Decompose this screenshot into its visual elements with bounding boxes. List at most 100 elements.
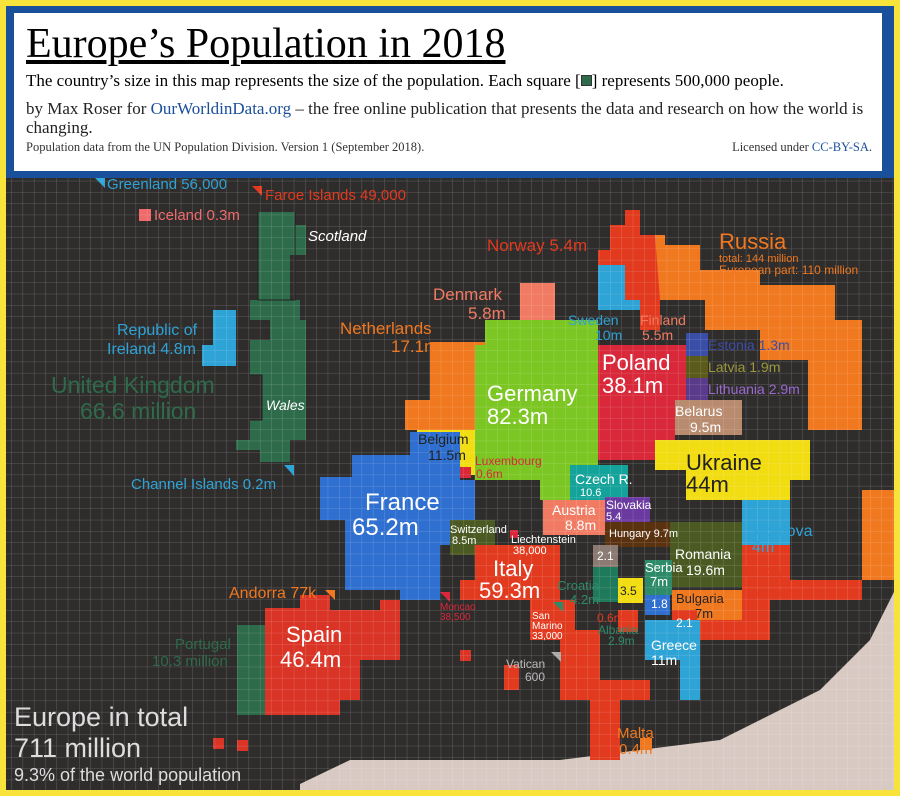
license-link[interactable]: CC-BY-SA xyxy=(811,140,869,154)
label-turkey-3: European part: 11 million xyxy=(742,588,841,598)
byline-text-1: by Max Roser for xyxy=(26,99,151,118)
subtitle-text-2: ] represents 500,000 people. xyxy=(591,71,784,90)
label-sweden-2: 10m xyxy=(595,327,622,343)
label-netherlands-1: Netherlands xyxy=(340,319,432,338)
label-belarus-1: Belarus xyxy=(675,403,722,419)
license-text: Licensed under xyxy=(732,140,812,154)
label-montenegro: 0.6m xyxy=(597,611,624,625)
label-lithuania: Lithuania 2.9m xyxy=(708,381,800,397)
subtitle-text-1: The country’s size in this map represent… xyxy=(26,71,581,90)
label-total-1: Europe in total xyxy=(14,702,188,732)
label-russia-total: total: 144 million xyxy=(719,253,799,265)
label-greece-2: 11m xyxy=(651,652,677,668)
license-dot: . xyxy=(868,140,872,154)
label-ireland-1: Republic of xyxy=(117,322,198,339)
label-germany-2: 82.3m xyxy=(487,404,548,429)
label-sweden-1: Sweden xyxy=(568,312,619,328)
label-albania-1: Albania xyxy=(598,623,638,637)
label-macedonia: 2.1 xyxy=(676,616,693,630)
label-monaco-2: 38,500 xyxy=(440,612,471,623)
label-sanmarino-1: San xyxy=(532,611,550,622)
label-italy-2: 59.3m xyxy=(479,578,540,603)
label-france-2: 65.2m xyxy=(352,514,419,541)
source-note: Population data from the UN Population D… xyxy=(26,140,425,154)
label-hungary: Hungary 9.7m xyxy=(609,528,678,540)
label-kosovo: 1.8 xyxy=(651,597,668,611)
label-faroe: Faroe Islands 49,000 xyxy=(265,187,406,204)
label-monaco-1: Moncao xyxy=(440,602,476,613)
label-total-3: 9.3% of the world population xyxy=(14,765,241,785)
label-turkey-1: Turkey xyxy=(742,563,784,579)
header-band: Europe’s Population in 2018 The country’… xyxy=(6,6,894,178)
label-greenland: Greenland 56,000 xyxy=(107,176,227,193)
label-bosnia: 3.5 xyxy=(620,584,637,598)
label-luxembourg-1: Luxembourg xyxy=(475,454,542,468)
label-poland-1: Poland xyxy=(602,350,671,375)
label-finland-1: Finland xyxy=(640,312,686,328)
label-uk-2: 66.6 million xyxy=(80,398,196,424)
label-finland-2: 5.5m xyxy=(642,327,673,343)
label-bulgaria-2: 7m xyxy=(695,606,713,621)
label-romania-1: Romania xyxy=(675,546,731,562)
subtitle: The country’s size in this map represent… xyxy=(26,71,784,91)
label-belarus-2: 9.5m xyxy=(690,419,721,435)
label-total-2: 711 million xyxy=(14,733,141,763)
label-luxembourg-2: 0.6m xyxy=(476,467,503,481)
label-germany-1: Germany xyxy=(487,381,577,406)
label-sanmarino-3: 33,000 xyxy=(532,631,563,642)
label-belgium-1: Belgium xyxy=(418,431,469,447)
label-croatia-1: Croatia xyxy=(557,578,600,593)
label-austria-1: Austria xyxy=(552,502,596,518)
label-slovenia: 2.1 xyxy=(597,549,614,563)
byline-text-2: – the free online publication that prese… xyxy=(26,99,864,137)
label-vatican-1: Vatican xyxy=(506,657,545,671)
label-andorra: Andorra 77k xyxy=(229,585,317,602)
label-poland-2: 38.1m xyxy=(602,373,663,398)
label-wales: Wales xyxy=(266,397,305,413)
label-russia-eu: European part: 110 million xyxy=(719,263,858,277)
label-sanmarino-2: Marino xyxy=(532,621,563,632)
header-panel: Europe’s Population in 2018 The country’… xyxy=(14,13,882,171)
map-frame: Europe’s Population in 2018 The country’… xyxy=(6,6,894,790)
label-bulgaria-1: Bulgaria xyxy=(676,591,724,606)
label-portugal-2: 10.3 million xyxy=(152,653,228,670)
owid-link[interactable]: OurWorldinData.org xyxy=(150,99,292,118)
label-serbia-2: 7m xyxy=(650,574,668,589)
label-liechtenstein-1: Liechtenstein xyxy=(511,534,576,546)
label-moldova-2: 4m xyxy=(752,539,774,556)
label-turkey-2: total: 81.9million xyxy=(742,578,807,588)
label-greece-1: Greece xyxy=(651,637,697,653)
label-croatia-2: 4.2m xyxy=(570,592,599,607)
label-denmark-1: Denmark xyxy=(433,285,502,304)
label-malta-2: 0.4m xyxy=(619,741,652,758)
label-switzerland-1: Switzerland xyxy=(450,524,507,536)
label-vatican-2: 600 xyxy=(525,670,545,684)
label-netherlands-2: 17.1m xyxy=(391,337,438,356)
label-czech-2: 10.6 xyxy=(580,487,601,499)
license-note: Licensed under CC-BY-SA. xyxy=(732,140,872,155)
label-spain-2: 46.4m xyxy=(280,647,341,672)
label-romania-2: 19.6m xyxy=(686,562,725,578)
label-austria-2: 8.8m xyxy=(565,517,596,533)
page-title: Europe’s Population in 2018 xyxy=(26,21,506,67)
label-france-1: France xyxy=(365,489,440,516)
label-slovakia-1: Slovakia xyxy=(606,498,652,512)
label-uk-1: United Kingdom xyxy=(51,372,215,398)
label-russia: Russia xyxy=(719,229,787,254)
label-estonia: Estonia 1.3m xyxy=(708,337,790,353)
label-slovakia-2: 5.4 xyxy=(606,511,621,523)
label-channel: Channel Islands 0.2m xyxy=(131,476,276,493)
label-portugal-1: Portugal xyxy=(175,636,231,653)
label-czech-1: Czech R. xyxy=(575,471,633,487)
label-moldova-1: Moldova xyxy=(752,523,813,540)
map-labels: Greenland 56,000 Faroe Islands 49,000 Ic… xyxy=(14,176,858,785)
label-liechtenstein-2: 38,000 xyxy=(513,545,547,557)
label-ukraine-1: Ukraine xyxy=(686,450,762,475)
label-spain-1: Spain xyxy=(286,622,342,647)
label-ukraine-2: 44m xyxy=(686,472,729,497)
label-norway: Norway 5.4m xyxy=(487,236,587,255)
label-denmark-2: 5.8m xyxy=(468,304,506,323)
label-switzerland-2: 8.5m xyxy=(452,535,476,547)
byline: by Max Roser for OurWorldinData.org – th… xyxy=(26,99,866,137)
label-belgium-2: 11.5m xyxy=(428,447,466,463)
